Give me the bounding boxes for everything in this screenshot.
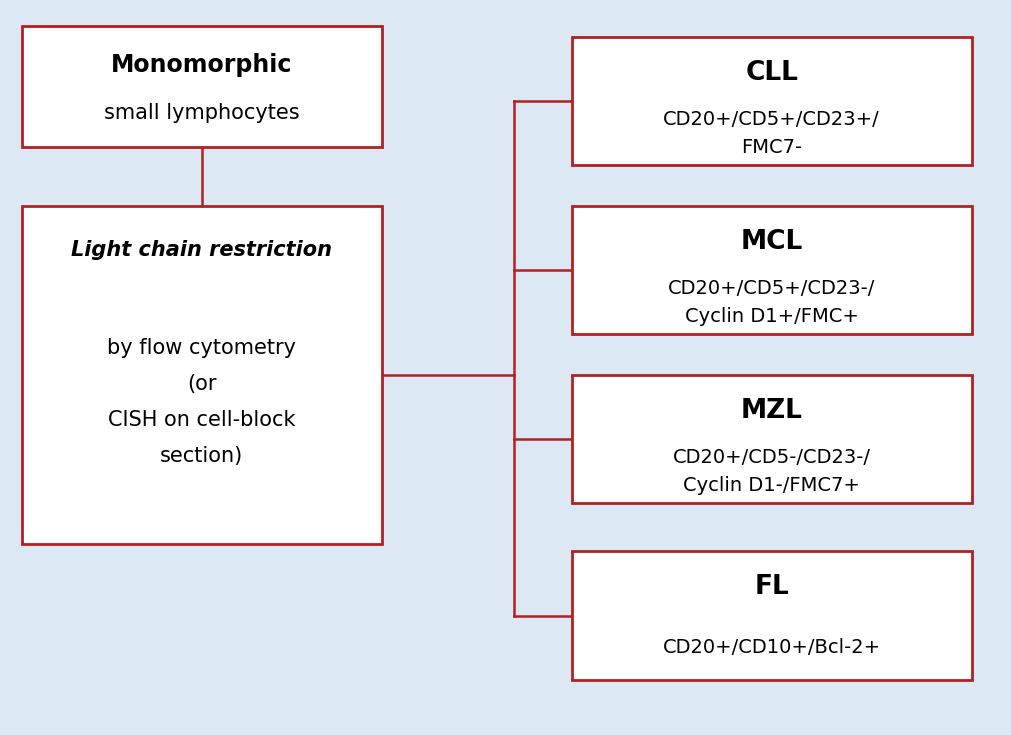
- Text: small lymphocytes: small lymphocytes: [104, 103, 299, 123]
- Text: FL: FL: [753, 574, 789, 600]
- FancyBboxPatch shape: [571, 375, 971, 503]
- Text: Monomorphic: Monomorphic: [111, 52, 292, 76]
- Text: MCL: MCL: [740, 229, 802, 255]
- FancyBboxPatch shape: [571, 551, 971, 680]
- Text: Light chain restriction: Light chain restriction: [72, 240, 332, 259]
- Text: CD20+/CD10+/Bcl-2+: CD20+/CD10+/Bcl-2+: [662, 638, 880, 657]
- Text: CD20+/CD5+/CD23-/
Cyclin D1+/FMC+: CD20+/CD5+/CD23-/ Cyclin D1+/FMC+: [667, 279, 875, 326]
- FancyBboxPatch shape: [22, 206, 381, 544]
- Text: CD20+/CD5-/CD23-/
Cyclin D1-/FMC7+: CD20+/CD5-/CD23-/ Cyclin D1-/FMC7+: [672, 448, 869, 495]
- Text: MZL: MZL: [740, 398, 802, 424]
- Text: by flow cytometry
(or
CISH on cell-block
section): by flow cytometry (or CISH on cell-block…: [107, 338, 296, 466]
- Text: CD20+/CD5+/CD23+/
FMC7-: CD20+/CD5+/CD23+/ FMC7-: [662, 110, 880, 157]
- FancyBboxPatch shape: [571, 37, 971, 165]
- FancyBboxPatch shape: [571, 206, 971, 334]
- Text: CLL: CLL: [744, 60, 798, 86]
- FancyBboxPatch shape: [22, 26, 381, 147]
